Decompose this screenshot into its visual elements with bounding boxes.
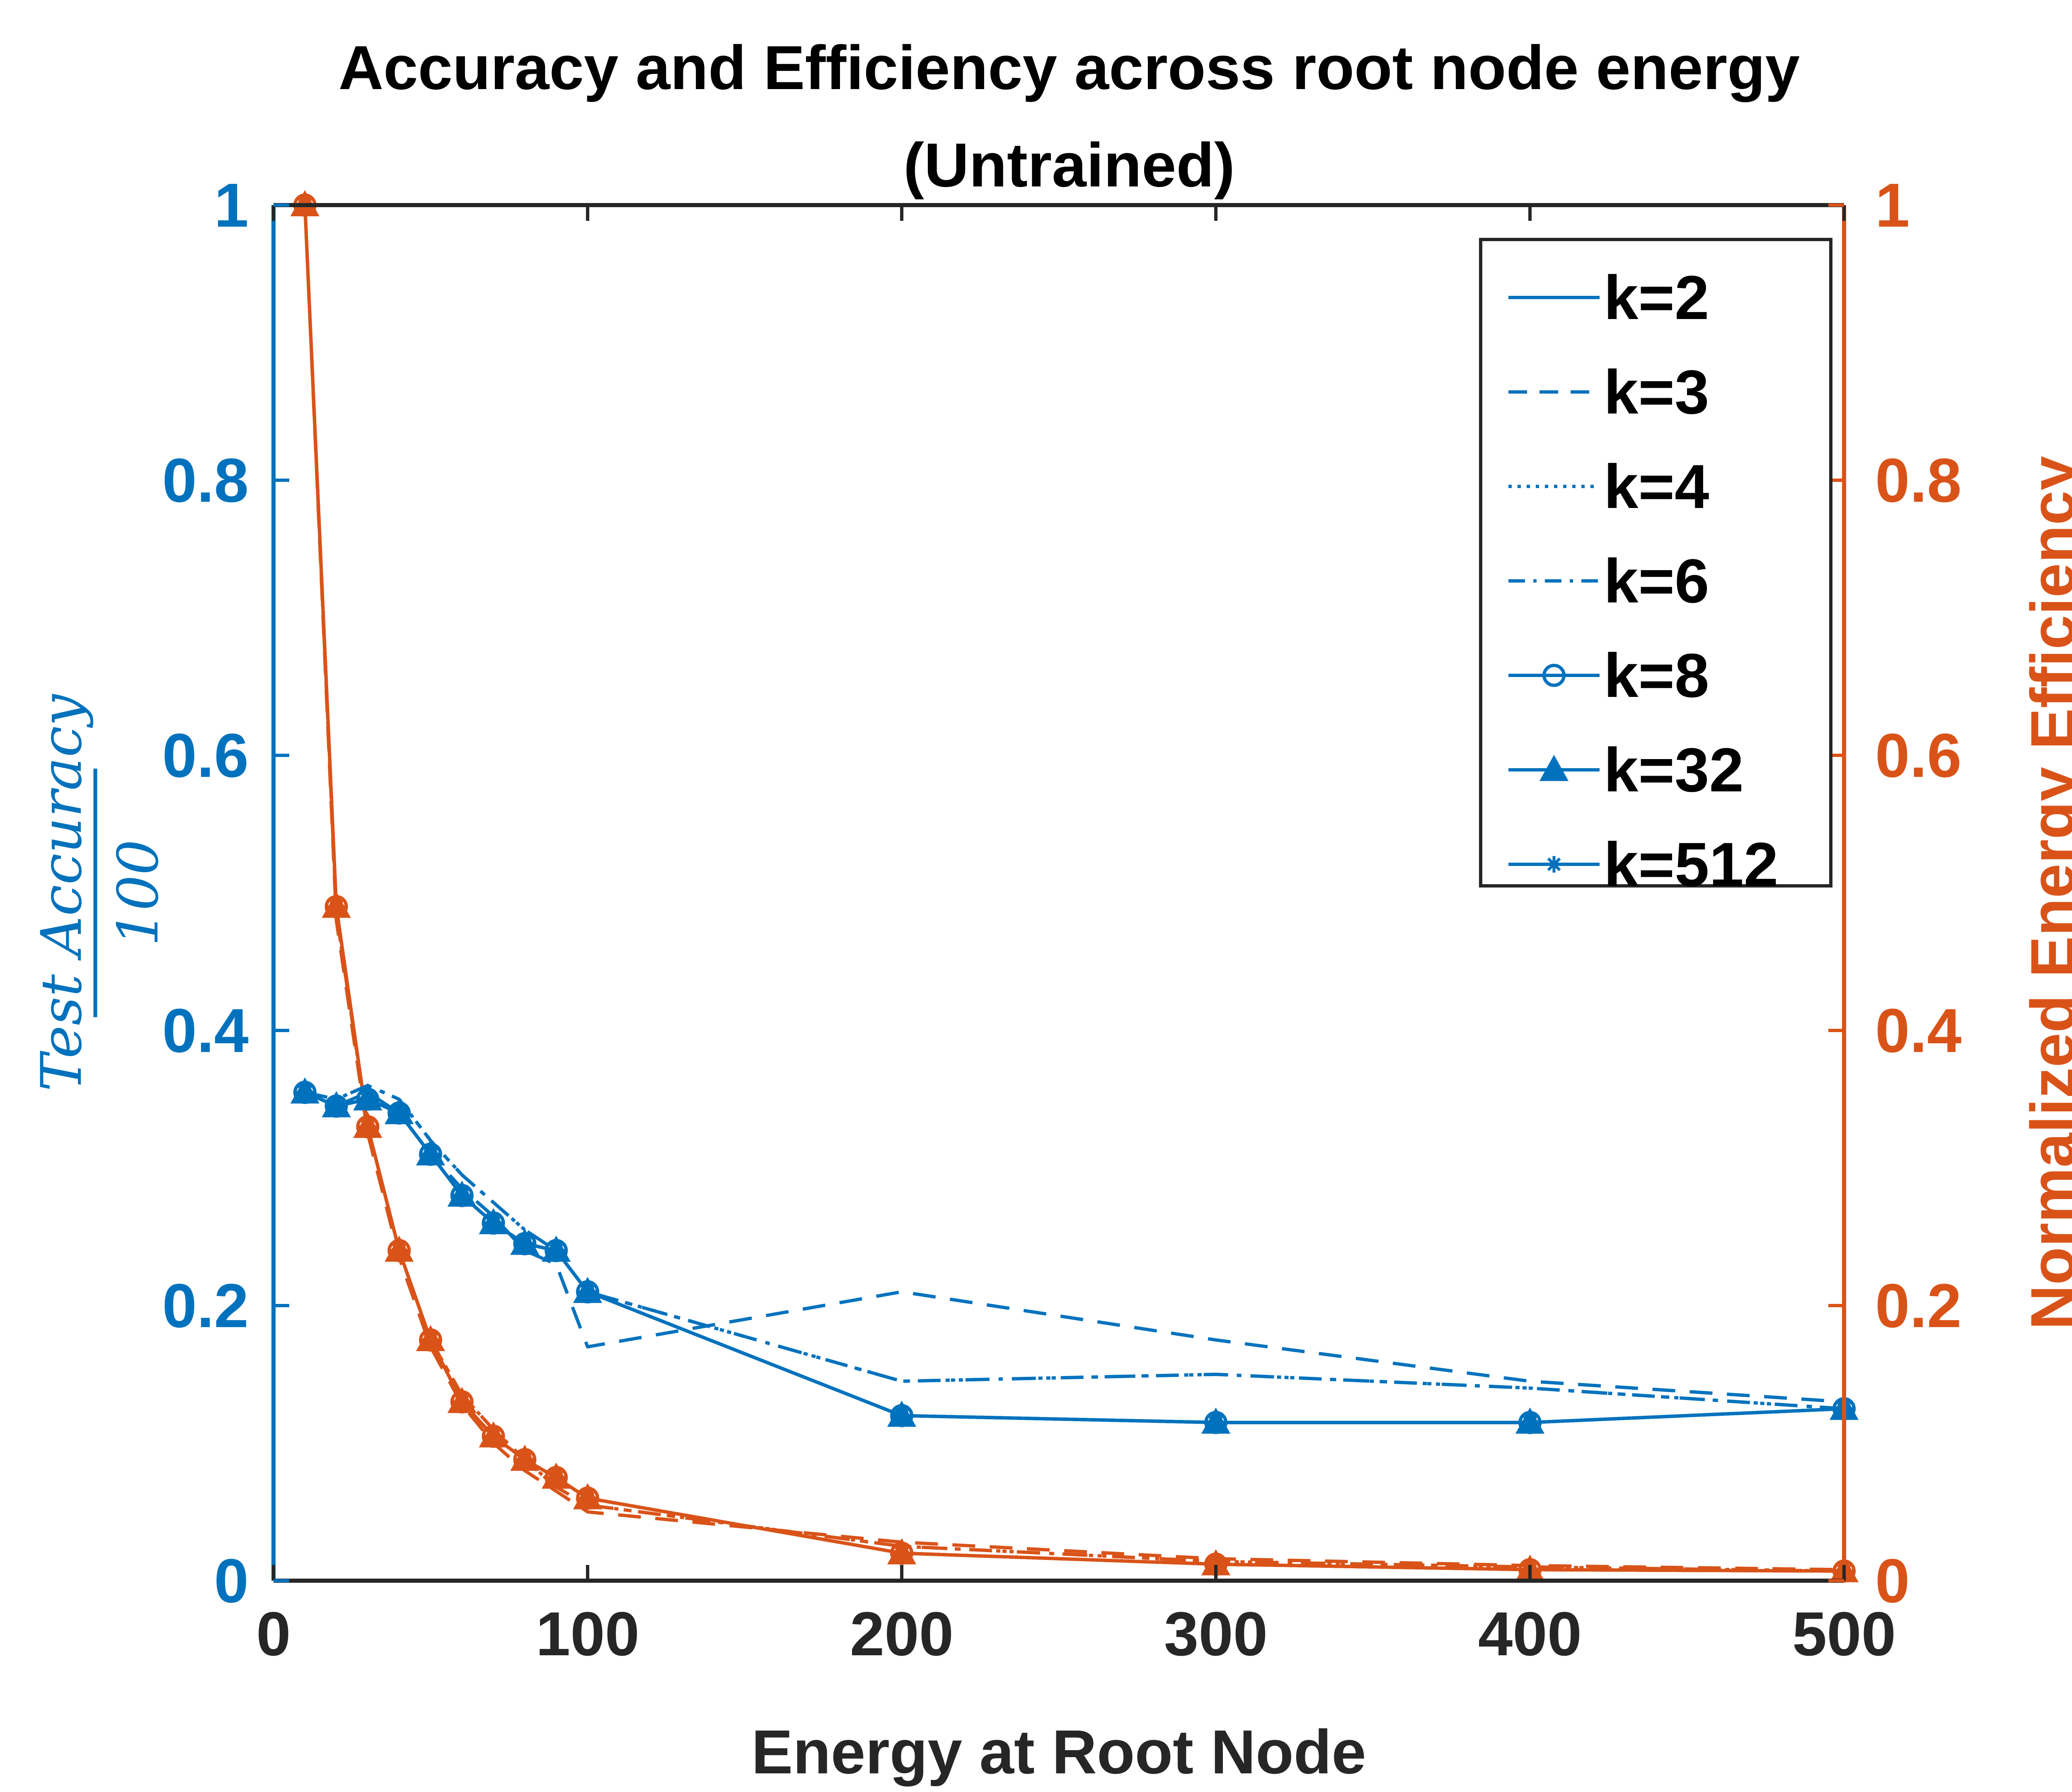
accuracy-series-point — [548, 1242, 565, 1259]
efficiency-series-point — [453, 1393, 470, 1410]
efficiency-series-point — [359, 1118, 376, 1135]
plot-area — [290, 190, 1859, 1583]
x-tick-label: 300 — [1164, 1599, 1268, 1669]
accuracy-series-point — [1208, 1414, 1224, 1431]
right-axis-label: Normalized Energy Efficiency — [2018, 456, 2072, 1330]
legend-marker-sample — [1546, 856, 1562, 873]
accuracy-series-point — [1522, 1414, 1538, 1431]
legend-item-k-512: k=512 — [1508, 829, 1778, 899]
right-y-tick-label: 0.6 — [1875, 721, 1962, 790]
left-axis-label: Test Accuracy 100 — [29, 694, 171, 1091]
legend-item-k-6: k=6 — [1508, 546, 1709, 616]
efficiency-series-line — [303, 205, 1844, 1573]
legend-item-k-8: k=8 — [1508, 641, 1709, 710]
accuracy-series-point — [485, 1214, 502, 1231]
legend-label: k=32 — [1604, 735, 1744, 805]
x-tick-label: 0 — [256, 1599, 290, 1669]
legend-label: k=3 — [1604, 357, 1709, 427]
accuracy-series-point — [328, 1098, 345, 1115]
efficiency-series-line — [303, 205, 1844, 1573]
efficiency-series-point — [485, 1428, 502, 1445]
legend-entries: k=2 k=3 k=4 k=6 k=8 k=32 k=512 — [1508, 263, 1778, 899]
efficiency-series-point — [328, 898, 345, 915]
efficiency-series-point — [516, 1451, 533, 1468]
accuracy-series-point — [296, 1084, 313, 1101]
legend-item-k-4: k=4 — [1508, 452, 1709, 521]
accuracy-series-line — [304, 1083, 1844, 1410]
left-y-tick-label: 0.2 — [162, 1271, 249, 1340]
accuracy-series-point — [893, 1407, 910, 1424]
legend-marker-sample — [1542, 664, 1566, 687]
accuracy-series-point — [453, 1187, 470, 1204]
legend-item-k-2: k=2 — [1508, 263, 1709, 332]
legend-label: k=4 — [1604, 452, 1709, 521]
x-axis-label: Energy at Root Node — [751, 1717, 1366, 1787]
accuracy-series-k-6 — [304, 1083, 1844, 1410]
efficiency-series-4 — [303, 205, 1844, 1573]
efficiency-series-2 — [303, 205, 1844, 1572]
chart-title-line-2: (Untrained) — [903, 130, 1235, 200]
legend-item-k-32: k=32 — [1508, 735, 1744, 805]
efficiency-series-point — [548, 1469, 565, 1486]
legend-item-k-3: k=3 — [1508, 357, 1709, 427]
efficiency-series-point — [1208, 1556, 1224, 1573]
chart-title-line-1: Accuracy and Efficiency across root node… — [339, 33, 1800, 102]
right-y-tick-label: 0.8 — [1875, 445, 1962, 515]
left-y-tick-label: 0 — [214, 1546, 249, 1615]
x-tick-label: 200 — [850, 1599, 954, 1669]
legend-label: k=512 — [1604, 829, 1778, 899]
x-tick-label: 400 — [1478, 1599, 1582, 1669]
ticks: 0 100 200 300 400 50000.20.40.60.8100.20.40.6… — [162, 170, 1961, 1669]
legend-label: k=2 — [1604, 263, 1709, 332]
efficiency-series-point — [893, 1545, 910, 1562]
legend: k=2 k=3 k=4 k=6 k=8 k=32 k=512 — [1479, 238, 1832, 899]
x-tick-label: 500 — [1792, 1599, 1896, 1669]
right-y-tick-label: 0.2 — [1875, 1271, 1962, 1340]
left-y-tick-label: 1 — [214, 170, 249, 240]
efficiency-series-point — [579, 1490, 596, 1507]
axes — [271, 203, 1846, 1583]
accuracy-series-point — [579, 1283, 596, 1300]
accuracy-series-point — [391, 1105, 408, 1122]
accuracy-series-point — [359, 1091, 376, 1108]
legend-label: k=6 — [1604, 546, 1709, 616]
accuracy-series-point — [422, 1146, 439, 1163]
left-y-tick-label: 0.4 — [162, 996, 249, 1065]
left-axis-label-numerator: Test Accuracy — [29, 694, 94, 1091]
efficiency-series-line — [303, 205, 1844, 1572]
right-y-tick-label: 0 — [1875, 1546, 1910, 1615]
left-axis-label-denominator: 100 — [106, 839, 171, 946]
accuracy-series-point — [516, 1235, 533, 1252]
right-y-tick-label: 1 — [1875, 170, 1910, 240]
right-y-tick-label: 0.4 — [1875, 996, 1962, 1065]
legend-box — [1479, 238, 1832, 888]
efficiency-series-point — [391, 1242, 408, 1259]
left-y-tick-label: 0.6 — [162, 721, 249, 790]
x-tick-label: 100 — [536, 1599, 639, 1669]
legend-label: k=8 — [1604, 641, 1709, 710]
legend-marker-sample — [1539, 755, 1569, 781]
left-y-tick-label: 0.8 — [162, 445, 249, 515]
efficiency-series-point — [422, 1332, 439, 1348]
accuracy-series-line — [304, 1091, 1844, 1424]
